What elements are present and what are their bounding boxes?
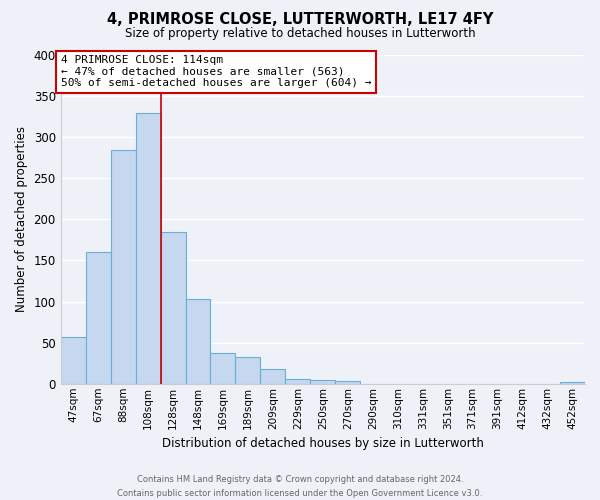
Bar [161,232,185,384]
Bar [136,112,161,384]
Text: Size of property relative to detached houses in Lutterworth: Size of property relative to detached ho… [125,28,475,40]
Bar [286,379,310,384]
Bar [61,337,86,384]
Bar [185,299,211,384]
Text: 4, PRIMROSE CLOSE, LUTTERWORTH, LE17 4FY: 4, PRIMROSE CLOSE, LUTTERWORTH, LE17 4FY [107,12,493,28]
Bar [86,252,110,384]
Bar [211,354,235,384]
Bar [560,382,585,384]
Text: 4 PRIMROSE CLOSE: 114sqm
← 47% of detached houses are smaller (563)
50% of semi-: 4 PRIMROSE CLOSE: 114sqm ← 47% of detach… [61,55,371,88]
Bar [235,358,260,384]
Bar [260,369,286,384]
Text: Contains HM Land Registry data © Crown copyright and database right 2024.
Contai: Contains HM Land Registry data © Crown c… [118,476,482,498]
Bar [310,380,335,384]
Bar [110,150,136,384]
Y-axis label: Number of detached properties: Number of detached properties [15,126,28,312]
X-axis label: Distribution of detached houses by size in Lutterworth: Distribution of detached houses by size … [162,437,484,450]
Bar [335,382,360,384]
